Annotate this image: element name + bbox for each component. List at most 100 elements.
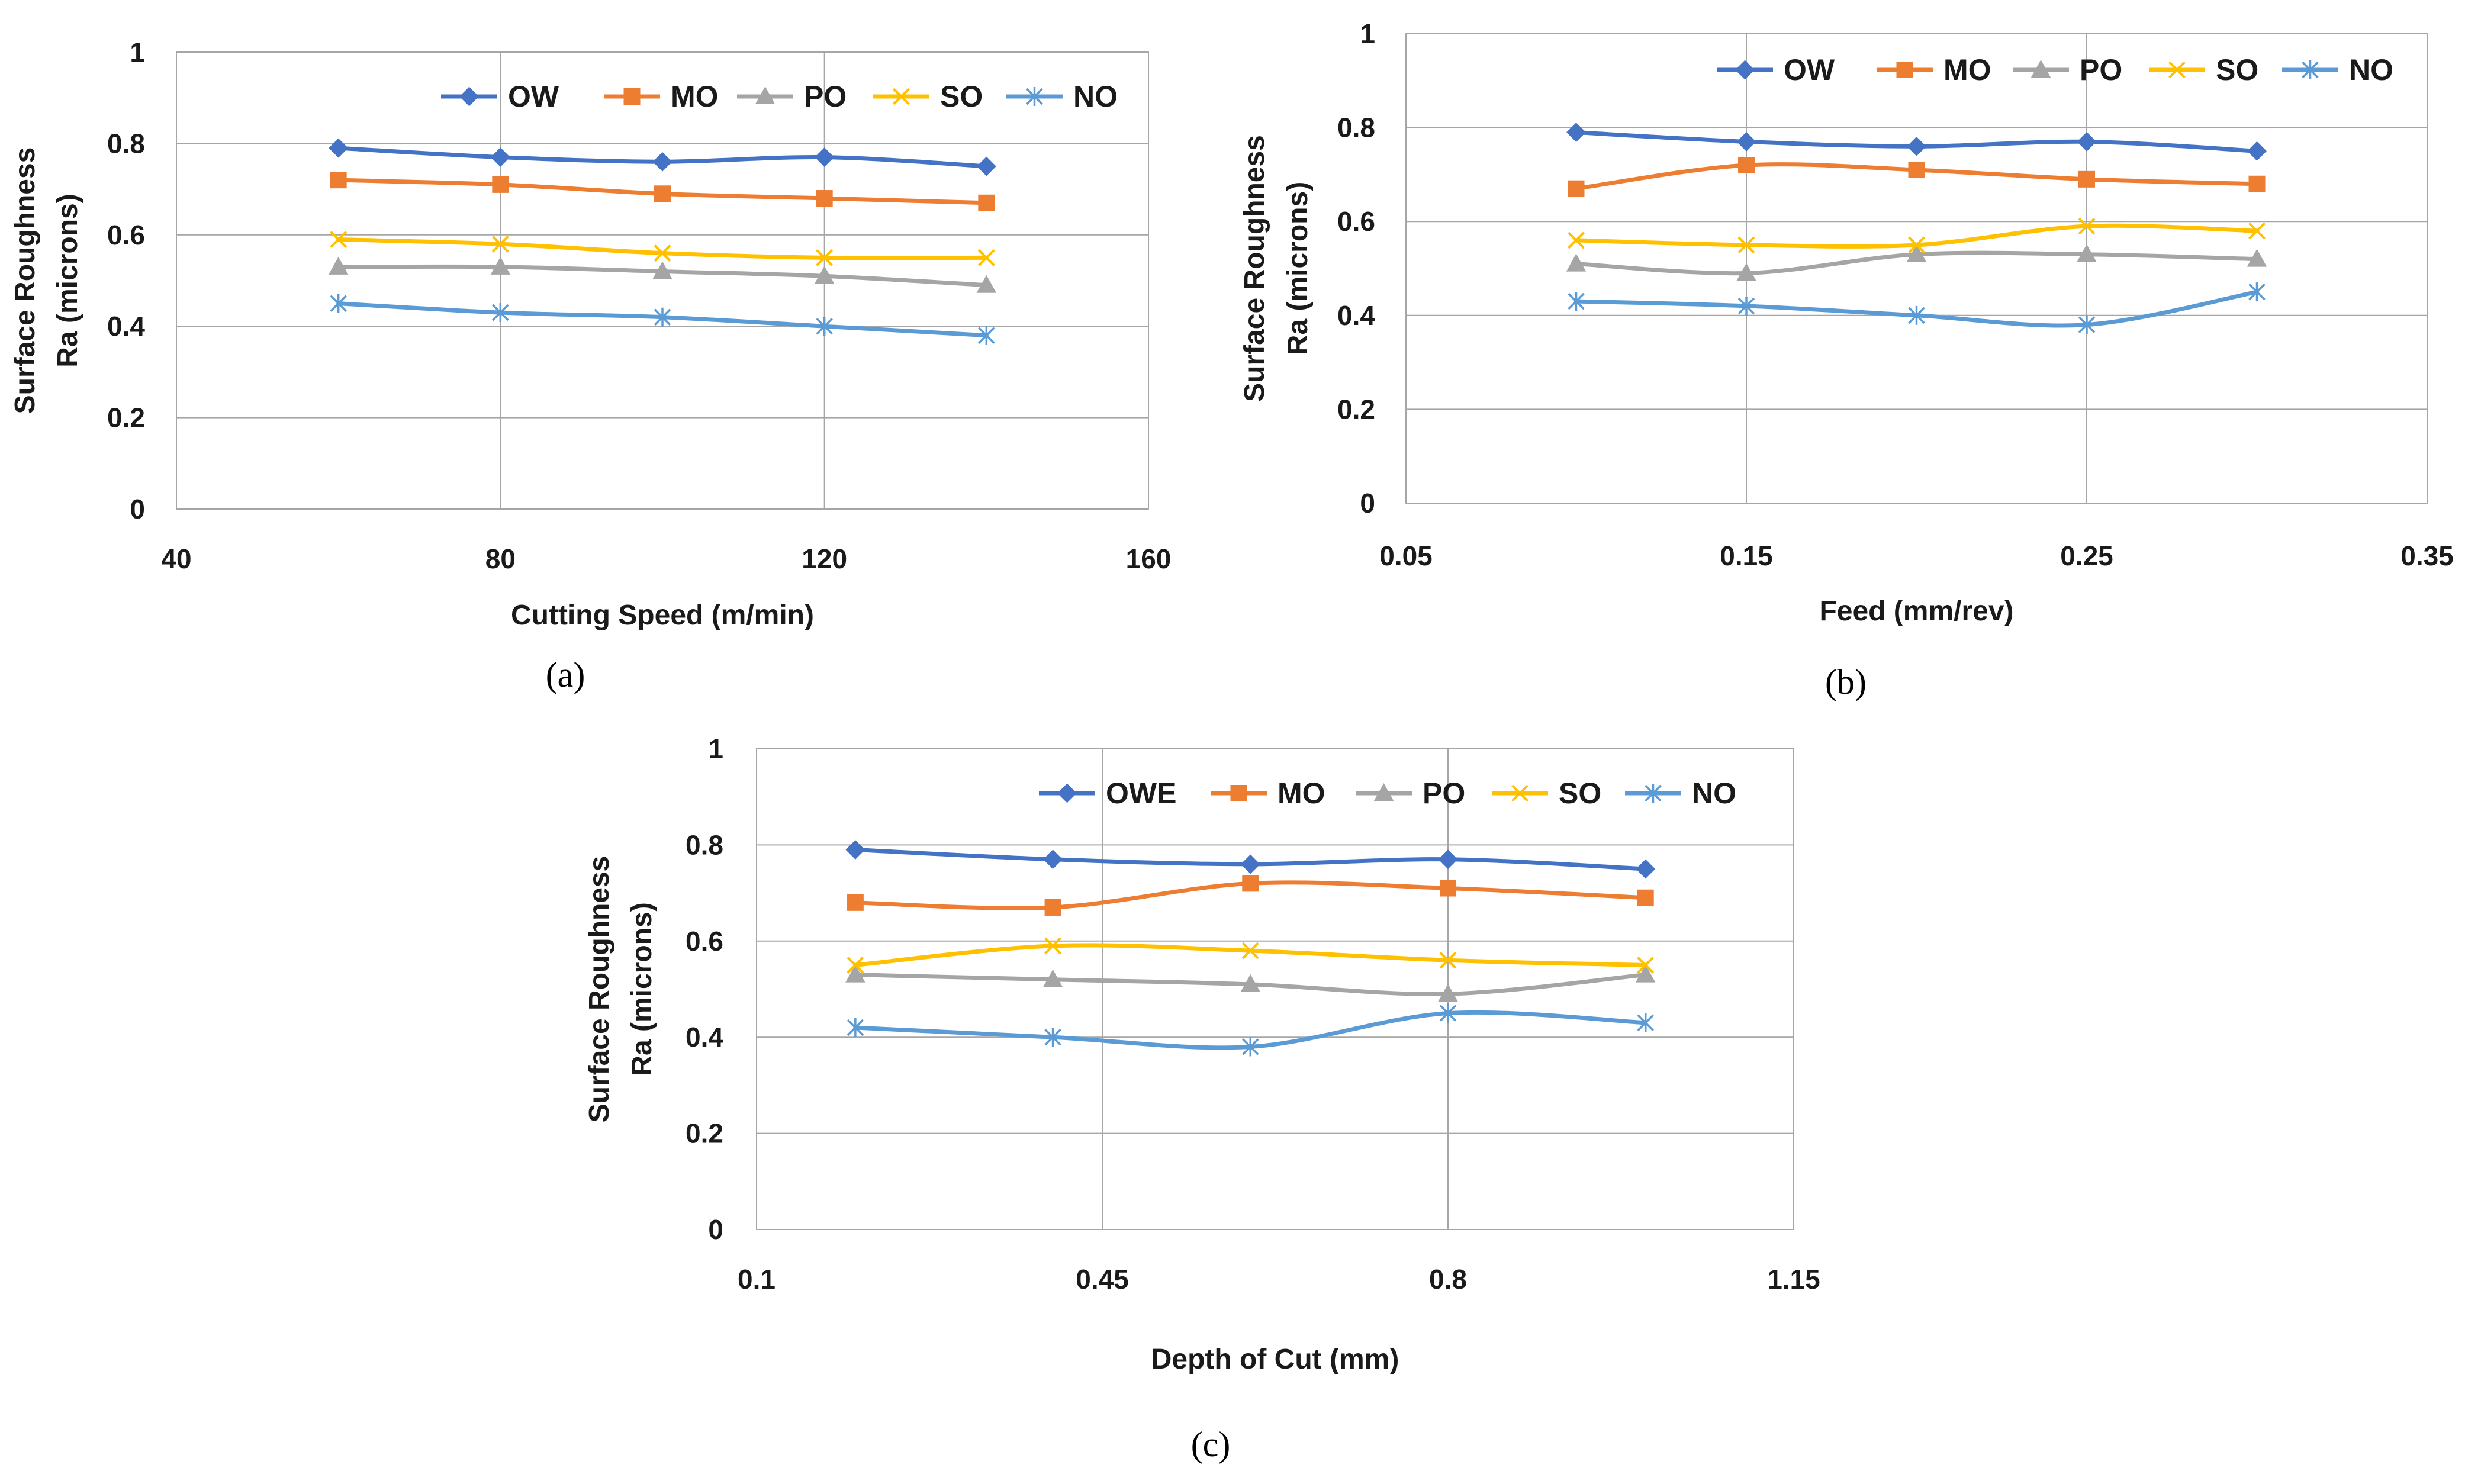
y-axis-title-line2: Ra (microns) — [626, 902, 658, 1076]
x-tick-label: 0.05 — [1379, 540, 1433, 571]
panel-caption: (a) — [546, 655, 585, 694]
data-point-po — [1438, 984, 1458, 1002]
data-point-mo — [2078, 170, 2095, 188]
plot-area — [176, 51, 1149, 510]
data-point-so — [1044, 937, 1061, 955]
x-axis-title: Cutting Speed (m/min) — [511, 600, 814, 631]
y-tick-label: 1 — [130, 37, 145, 67]
legend-entry-owe: OWE — [1039, 777, 1176, 810]
chart-b: 0 0.2 0.4 0.6 0.8 1 0.05 0.15 0.25 0.35 Feed (mm/r… — [1239, 18, 2454, 701]
data-point-mo — [1738, 157, 1755, 174]
series-po — [1566, 244, 2267, 281]
legend-marker — [2168, 61, 2186, 79]
legend-marker — [2031, 59, 2051, 78]
legend-label: PO — [1423, 777, 1465, 810]
y-axis-title-line1: Surface Roughness — [584, 856, 615, 1123]
data-point-owe — [1240, 854, 1260, 874]
legend: OW MO PO SO NO — [441, 80, 1118, 113]
data-point-no — [654, 307, 671, 327]
x-axis-title: Feed (mm/rev) — [1819, 595, 2013, 627]
data-point-so — [847, 956, 864, 974]
legend-label: PO — [804, 80, 847, 113]
x-tick-label: 0.8 — [1429, 1264, 1467, 1295]
data-point-mo — [2248, 175, 2266, 192]
legend-label: MO — [1277, 777, 1325, 810]
legend-entry-so: SO — [873, 80, 983, 113]
panel-caption: (c) — [1191, 1425, 1231, 1464]
data-point-so — [1637, 956, 1655, 974]
data-point-ow — [1907, 136, 1926, 156]
data-point-mo — [1242, 875, 1259, 892]
legend-label: NO — [2349, 53, 2393, 86]
data-point-no — [1568, 292, 1585, 311]
data-point-po — [814, 266, 835, 284]
data-point-no — [816, 317, 833, 336]
data-point-so — [816, 249, 834, 266]
data-point-so — [1439, 951, 1457, 969]
panel-caption: (b) — [1825, 662, 1867, 701]
legend-entry-mo: MO — [1877, 53, 1991, 86]
data-point-mo — [1568, 180, 1585, 197]
series-mo — [1568, 157, 2266, 197]
data-point-so — [1568, 231, 1585, 249]
legend-marker — [1373, 783, 1394, 801]
x-tick-label: 0.15 — [1720, 540, 1773, 571]
series-no — [330, 294, 995, 345]
data-point-no — [2078, 315, 2096, 334]
legend-entry-no: NO — [2282, 53, 2393, 86]
data-point-po — [2247, 249, 2267, 267]
data-point-mo — [1637, 889, 1654, 906]
legend-entry-so: SO — [1492, 777, 1601, 810]
data-point-so — [1241, 942, 1259, 960]
data-point-po — [1566, 253, 1587, 272]
data-point-ow — [652, 152, 672, 172]
data-point-po — [976, 275, 997, 293]
y-tick-label: 0.2 — [107, 403, 145, 433]
data-point-po — [1906, 244, 1927, 262]
data-point-no — [847, 1018, 864, 1037]
data-point-so — [1737, 236, 1755, 254]
data-point-no — [2248, 282, 2266, 302]
legend-entry-po: PO — [2013, 53, 2122, 86]
legend-marker — [2302, 60, 2319, 79]
legend: OWE MO PO SO NO — [1039, 777, 1736, 810]
chart-a: 0 0.2 0.4 0.6 0.8 1 40 80 120 160 Cutting Speed (m… — [9, 37, 1171, 694]
y-tick-label: 0.2 — [686, 1118, 723, 1149]
data-point-ow — [2077, 131, 2097, 152]
data-point-no — [492, 303, 509, 323]
legend-label: NO — [1073, 80, 1118, 113]
legend-entry-no: NO — [1625, 777, 1736, 810]
data-point-mo — [1440, 880, 1456, 897]
legend-marker — [893, 88, 910, 105]
y-tick-label: 0.8 — [686, 829, 723, 860]
data-point-owe — [1043, 849, 1063, 870]
data-point-po — [1042, 969, 1063, 987]
series-line-so — [336, 237, 989, 260]
series-ow — [1566, 123, 2267, 161]
data-point-no — [1044, 1028, 1061, 1047]
y-tick-label: 0.8 — [1337, 112, 1375, 143]
data-point-po — [2077, 244, 2097, 262]
series-so — [847, 937, 1655, 974]
legend-label: MO — [1943, 53, 1991, 86]
legend-entry-so: SO — [2149, 53, 2258, 86]
y-axis-title-line1: Surface Roughness — [9, 147, 41, 414]
data-point-mo — [492, 176, 509, 193]
legend-label: NO — [1692, 777, 1736, 810]
data-point-so — [2078, 217, 2096, 235]
data-point-po — [652, 261, 672, 279]
legend-entry-no: NO — [1006, 80, 1118, 113]
y-axis-title-line1: Surface Roughness — [1239, 135, 1270, 402]
legend-marker — [1735, 60, 1755, 80]
series-ow — [329, 138, 996, 176]
x-tick-label: 0.25 — [2060, 540, 2113, 571]
x-tick-label: 0.1 — [738, 1264, 775, 1295]
series-line-so — [853, 943, 1648, 967]
x-tick-label: 80 — [485, 543, 516, 574]
legend-entry-po: PO — [1356, 777, 1465, 810]
plot-area — [756, 748, 1794, 1230]
y-tick-label: 0 — [708, 1214, 723, 1245]
legend-marker — [755, 86, 775, 104]
x-tick-label: 120 — [802, 543, 847, 574]
